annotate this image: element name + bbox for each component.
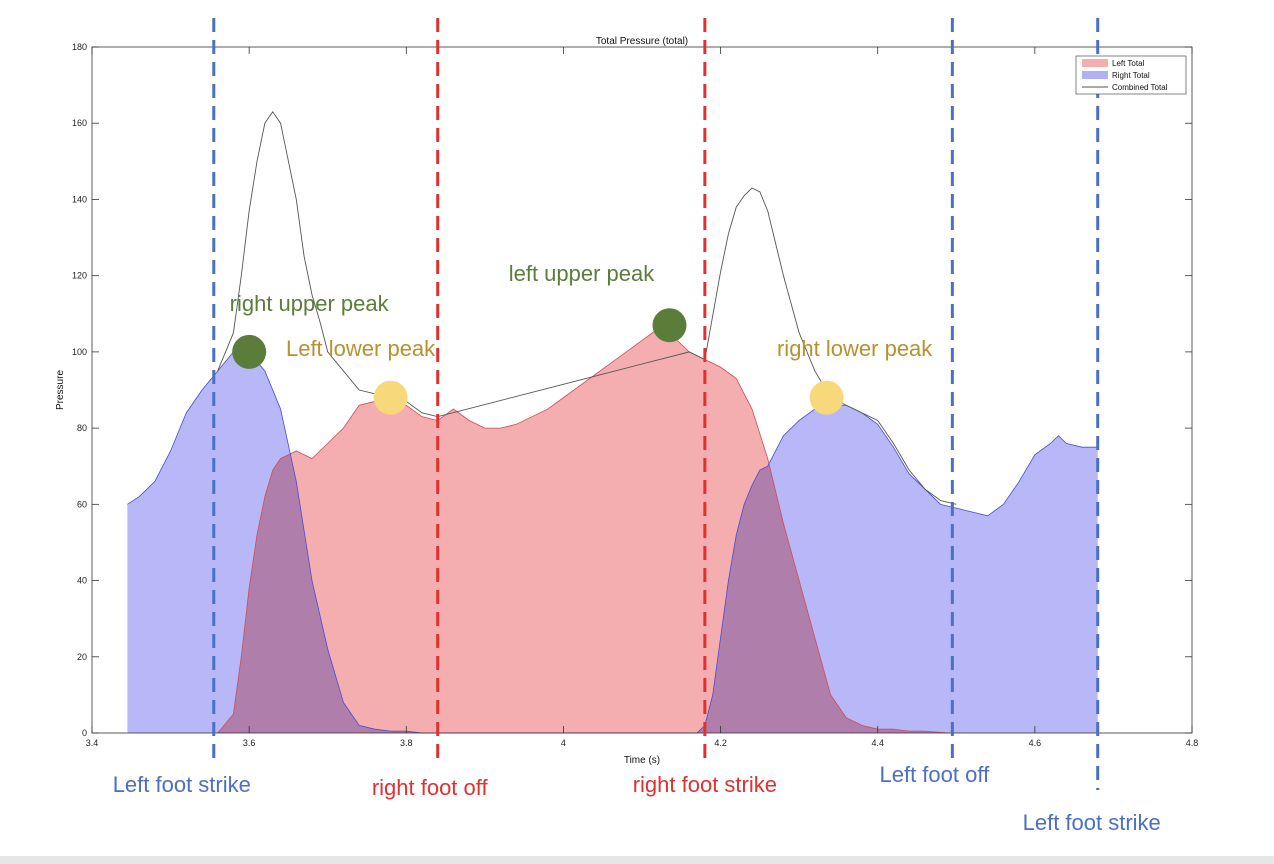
y-tick-label: 180 (72, 42, 87, 52)
x-tick-label: 3.4 (86, 738, 99, 748)
area-layer (127, 110, 1098, 734)
peak-marker (652, 308, 687, 343)
chart-title: Total Pressure (total) (596, 36, 688, 47)
y-tick-label: 60 (77, 499, 87, 509)
y-tick-label: 100 (72, 347, 87, 357)
peak-label: left upper peak (509, 261, 656, 286)
event-label: Left foot strike (1023, 810, 1161, 835)
y-axis-label: Pressure (55, 370, 66, 410)
y-tick-label: 160 (72, 118, 87, 128)
peak-label: Left lower peak (286, 336, 436, 361)
event-label: right foot off (372, 775, 489, 800)
y-tick-label: 80 (77, 423, 87, 433)
y-tick-label: 20 (77, 652, 87, 662)
peak-layer: right upper peak Left lower peak left uppe… (230, 261, 933, 415)
legend-swatch (1082, 71, 1108, 79)
combined-total-line (217, 110, 957, 505)
peak-marker (232, 334, 267, 369)
legend-label: Combined Total (1112, 83, 1168, 92)
peak-marker (373, 380, 408, 415)
peak-marker (809, 380, 844, 415)
x-tick-label: 4.6 (1029, 738, 1042, 748)
x-tick-label: 3.8 (400, 738, 413, 748)
peak-label: right upper peak (230, 291, 390, 316)
event-label: Left foot strike (113, 772, 251, 797)
right-total-area (127, 351, 1098, 733)
x-axis-label: Time (s) (624, 755, 660, 766)
x-tick-label: 3.6 (243, 738, 256, 748)
x-tick-label: 4.8 (1186, 738, 1199, 748)
y-tick-label: 120 (72, 271, 87, 281)
left-total-edge (217, 328, 949, 734)
event-label: right foot strike (633, 772, 777, 797)
axes-box (91, 46, 1193, 734)
peak-label: right lower peak (777, 336, 933, 361)
x-tick-label: 4 (561, 738, 566, 748)
event-label: Left foot off (880, 762, 991, 787)
y-tick-label: 0 (82, 728, 87, 738)
legend-label: Right Total (1112, 71, 1150, 80)
legend-label: Left Total (1112, 59, 1145, 68)
right-total-edge (127, 351, 1098, 734)
x-tick-label: 4.2 (714, 738, 727, 748)
y-tick-label: 40 (77, 576, 87, 586)
legend-swatch (1082, 59, 1108, 67)
bottom-divider (0, 856, 1274, 864)
y-tick-label: 140 (72, 194, 87, 204)
legend: Left Total Right Total Combined Total (1075, 55, 1187, 95)
x-tick-label: 4.4 (871, 738, 884, 748)
event-layer: Left foot strike right foot off right foot… (113, 18, 1161, 835)
tick-layer: 3.4 3.6 3.8 4 4.2 4.4 4.6 4.8 0 20 40 60 80 100 120 140… (72, 42, 1198, 748)
